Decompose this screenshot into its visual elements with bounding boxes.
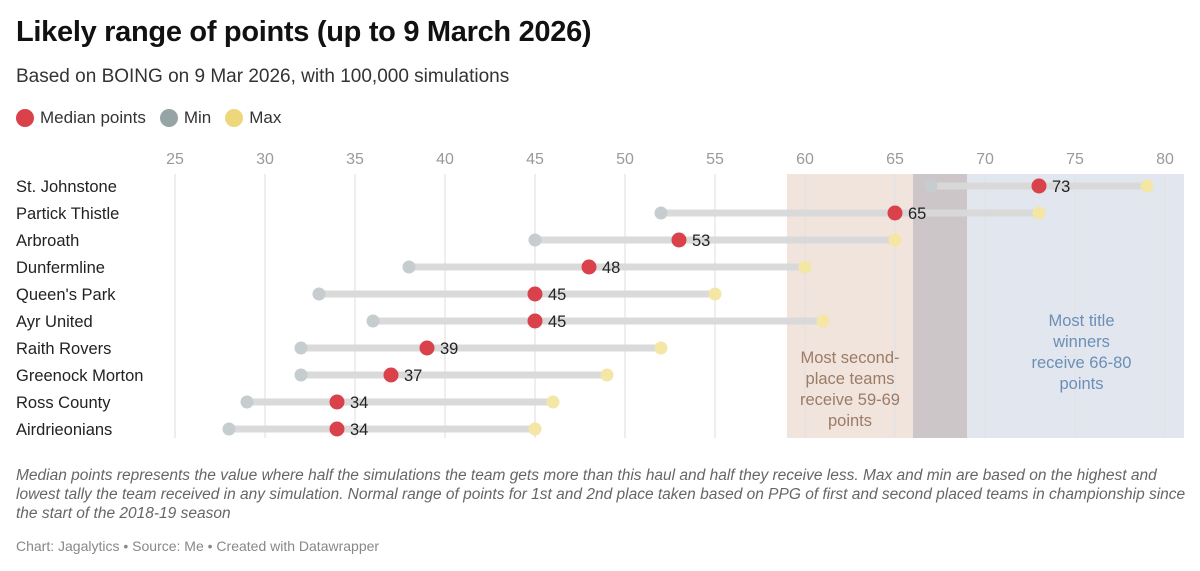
- band-label-title-winners-line: winners: [1052, 333, 1110, 351]
- x-tick-label: 30: [256, 151, 274, 168]
- band-overlap: [913, 174, 967, 438]
- legend-swatch-min: [159, 109, 178, 127]
- min-point: [222, 422, 236, 436]
- legend-item-median: Median points: [16, 108, 146, 128]
- max-point: [708, 287, 722, 301]
- median-value-label: 73: [1052, 178, 1070, 196]
- min-point: [924, 179, 938, 193]
- team-label: Airdrieonians: [16, 421, 112, 439]
- median-value-label: 45: [548, 286, 566, 304]
- band-label-title-winners-line: Most title: [1048, 312, 1114, 330]
- max-point: [798, 260, 812, 274]
- team-label: St. Johnstone: [16, 178, 117, 196]
- median-point: [527, 286, 543, 302]
- team-label: Queen's Park: [16, 286, 116, 304]
- max-point: [600, 368, 614, 382]
- max-point: [546, 395, 560, 409]
- min-point: [312, 287, 326, 301]
- x-tick-label: 35: [346, 151, 364, 168]
- team-label: Ross County: [16, 394, 111, 412]
- median-value-label: 65: [908, 205, 926, 223]
- legend-label-min: Min: [183, 108, 212, 127]
- min-point: [402, 260, 416, 274]
- x-tick-label: 80: [1156, 151, 1174, 168]
- median-point: [329, 394, 345, 410]
- min-point: [366, 314, 380, 328]
- band-label-second-place-line: Most second-: [800, 349, 899, 367]
- median-point: [419, 340, 435, 356]
- min-point: [294, 368, 308, 382]
- legend-swatch-max: [225, 109, 244, 127]
- max-point: [888, 233, 902, 247]
- median-point: [671, 232, 687, 248]
- band-label-second-place-line: points: [828, 412, 872, 430]
- legend-swatch-median: [16, 109, 34, 127]
- x-tick-label: 70: [976, 151, 994, 168]
- team-label: Arbroath: [16, 232, 79, 250]
- median-value-label: 34: [350, 421, 368, 439]
- team-label: Ayr United: [16, 313, 93, 331]
- chart-notes: Median points represents the value where…: [16, 467, 1186, 522]
- x-tick-label: 25: [166, 151, 184, 168]
- max-point: [1140, 179, 1154, 193]
- legend-label-median: Median points: [40, 108, 146, 127]
- max-point: [654, 341, 668, 355]
- team-label: Raith Rovers: [16, 340, 111, 358]
- band-label-second-place-line: receive 59-69: [800, 391, 900, 409]
- median-value-label: 37: [404, 367, 422, 385]
- x-tick-label: 40: [436, 151, 454, 168]
- band-label-title-winners-line: points: [1059, 375, 1103, 393]
- max-point: [528, 422, 542, 436]
- min-point: [294, 341, 308, 355]
- team-label: Greenock Morton: [16, 367, 143, 385]
- legend-item-min: Min: [159, 108, 212, 128]
- max-point: [1032, 206, 1046, 220]
- median-point: [527, 313, 543, 329]
- chart-subtitle: Based on BOING on 9 Mar 2026, with 100,0…: [16, 66, 510, 87]
- x-tick-label: 65: [886, 151, 904, 168]
- x-tick-label: 60: [796, 151, 814, 168]
- min-point: [240, 395, 254, 409]
- min-point: [654, 206, 668, 220]
- x-tick-label: 50: [616, 151, 634, 168]
- chart-title: Likely range of points (up to 9 March 20…: [16, 16, 592, 48]
- team-label: Partick Thistle: [16, 205, 119, 223]
- median-point: [383, 367, 399, 383]
- x-tick-label: 75: [1066, 151, 1084, 168]
- median-point: [581, 259, 597, 275]
- min-point: [528, 233, 542, 247]
- median-value-label: 34: [350, 394, 368, 412]
- median-value-label: 53: [692, 232, 710, 250]
- chart-footer: Chart: Jagalytics • Source: Me • Created…: [16, 538, 380, 554]
- x-tick-label: 45: [526, 151, 544, 168]
- x-tick-label: 55: [706, 151, 724, 168]
- median-value-label: 45: [548, 313, 566, 331]
- median-point: [887, 205, 903, 221]
- team-label: Dunfermline: [16, 259, 105, 277]
- median-value-label: 48: [602, 259, 620, 277]
- range-dot-chart: 25 30 35 40 45 50 55 60 65 70 75 80 Most second-plac…: [16, 151, 1184, 439]
- legend-label-max: Max: [249, 108, 282, 127]
- legend-item-max: Max: [225, 108, 281, 128]
- median-point: [1031, 178, 1047, 194]
- median-point: [329, 421, 345, 437]
- legend: Median points Min Max: [16, 108, 281, 128]
- band-label-title-winners-line: receive 66-80: [1032, 354, 1132, 372]
- max-point: [816, 314, 830, 328]
- band-label-second-place-line: place teams: [806, 370, 895, 388]
- median-value-label: 39: [440, 340, 458, 358]
